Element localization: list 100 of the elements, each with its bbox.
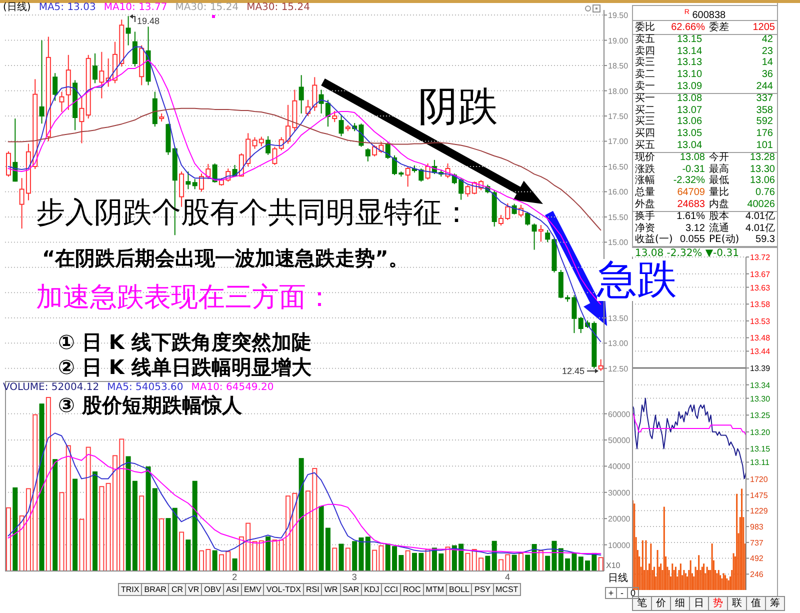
bar [99, 486, 104, 571]
candlestick [186, 171, 191, 190]
bar [52, 459, 58, 571]
annotation: 急跌 [597, 257, 677, 303]
bar [512, 554, 517, 571]
bar [179, 532, 184, 571]
bar [405, 550, 410, 571]
text: 卖四 13.14 23 [635, 46, 773, 57]
y-tick-label: 60000 [608, 410, 631, 419]
tab: PSY [471, 583, 494, 596]
bar [445, 546, 450, 571]
bar [86, 446, 91, 571]
bar [465, 552, 470, 571]
text: 总量 64709 量比 0.76 [635, 186, 775, 198]
y-tick-label: 1229 [750, 506, 768, 516]
text: 涨跌 -0.31 最高 13.30 [635, 164, 775, 175]
tab: RSI [302, 583, 322, 596]
y-tick-label: 13.72 [750, 253, 771, 262]
annotation: 阴跌 [418, 84, 498, 130]
tab: 笔 [632, 596, 652, 611]
y-tick-label: 737 [750, 538, 764, 548]
y-tick-label: 13.34 [750, 380, 771, 390]
text: MA5: 13.03 [38, 2, 96, 13]
annotation: ① 日 K 线下跌角度突然加陡 [58, 330, 312, 354]
y-tick-label: 492 [750, 554, 764, 564]
bar [266, 536, 271, 571]
bar [66, 445, 71, 571]
tab: VOL-TDX [263, 583, 304, 596]
x-tick-label: 3 [352, 572, 357, 582]
y-tick-label: 30000 [608, 488, 631, 498]
y-tick-label: 1475 [750, 490, 768, 500]
y-tick-label: 246 [750, 570, 764, 580]
bar [186, 540, 191, 571]
y-tick-label: 13.48 [750, 334, 771, 343]
annotation: “在阴跌后期会出现一波加速急跌走势”。 [42, 246, 408, 270]
tab: KDJ [361, 583, 382, 596]
tab: 价 [651, 596, 671, 611]
tab: MCST [492, 583, 522, 596]
text: 收益(一) 0.055 PE(动) 59.3 [635, 234, 775, 246]
y-tick-label: 13.15 [750, 444, 771, 454]
text: 卖三 13.13 14 [635, 57, 773, 68]
button: + [605, 587, 617, 599]
tab: SAR [340, 583, 362, 596]
text: 卖二 13.10 36 [635, 68, 773, 80]
candlestick [66, 54, 71, 110]
bar [12, 487, 18, 571]
bar [79, 518, 84, 571]
bar [6, 507, 11, 571]
tab: EMV [240, 583, 264, 596]
y-tick-label: 13.53 [750, 316, 771, 326]
y-tick-label: 19.50 [608, 11, 629, 20]
annotation: MA30: 15.24 [175, 2, 239, 13]
candlestick [59, 91, 64, 112]
y-tick-label: 16.50 [608, 162, 629, 172]
y-tick-label: 13.30 [750, 394, 771, 404]
text: 买三 13.06 592 [635, 116, 773, 128]
y-tick-label: 13.50 [608, 314, 629, 323]
tab: ASI [223, 583, 242, 596]
bar [159, 518, 164, 571]
candlestick [99, 51, 104, 99]
y-axis-title: X10 [606, 561, 620, 570]
x-tick-label: 2 [232, 572, 238, 582]
y-tick-label: 13.44 [750, 347, 771, 356]
annotation: 加速急跌表现在三方面： [36, 282, 333, 313]
button: 0 [627, 587, 639, 599]
annotation: ② 日 K 线单日跌幅明显增大 [58, 355, 312, 379]
line-series [8, 454, 602, 554]
tab: 筹 [765, 596, 785, 611]
text: MA10: 13.77 [104, 2, 168, 13]
y-tick-label: 15.50 [608, 212, 629, 222]
bar [365, 536, 370, 571]
tab: CR [168, 583, 186, 596]
text: $^{R}$ 600838 [684, 9, 726, 21]
y-tick-label: 1720 [750, 475, 768, 484]
tab: 联 [727, 596, 747, 611]
y-tick-label: 13.58 [750, 300, 771, 310]
bar [92, 471, 98, 571]
y-tick-label: 983 [750, 522, 764, 532]
chart-title: 13.08 -2.32% ▼-0.31 [635, 248, 739, 259]
text: 买四 13.05 176 [635, 128, 773, 139]
y-tick-label: 18.00 [608, 86, 629, 96]
y-tick-label: 19.00 [608, 36, 629, 46]
y-tick-label: 12.50 [608, 364, 629, 374]
bar [598, 557, 604, 571]
tab: ROC [400, 583, 424, 596]
text: 外盘 24683 内盘 40026 [635, 198, 775, 210]
bar [272, 540, 278, 571]
y-tick-label: 13.25 [750, 411, 771, 420]
tab: VR [185, 583, 202, 596]
tab: CCI [381, 583, 402, 596]
bar [232, 558, 238, 571]
tab: BOLL [446, 583, 472, 596]
tab: BRAR [141, 583, 170, 596]
bar [298, 458, 304, 571]
tab: 细 [670, 596, 690, 611]
y-tick-label: 13.20 [750, 428, 771, 437]
bar [538, 550, 544, 571]
tab: MTM [422, 583, 448, 596]
bar [166, 518, 171, 571]
bar [345, 548, 350, 571]
